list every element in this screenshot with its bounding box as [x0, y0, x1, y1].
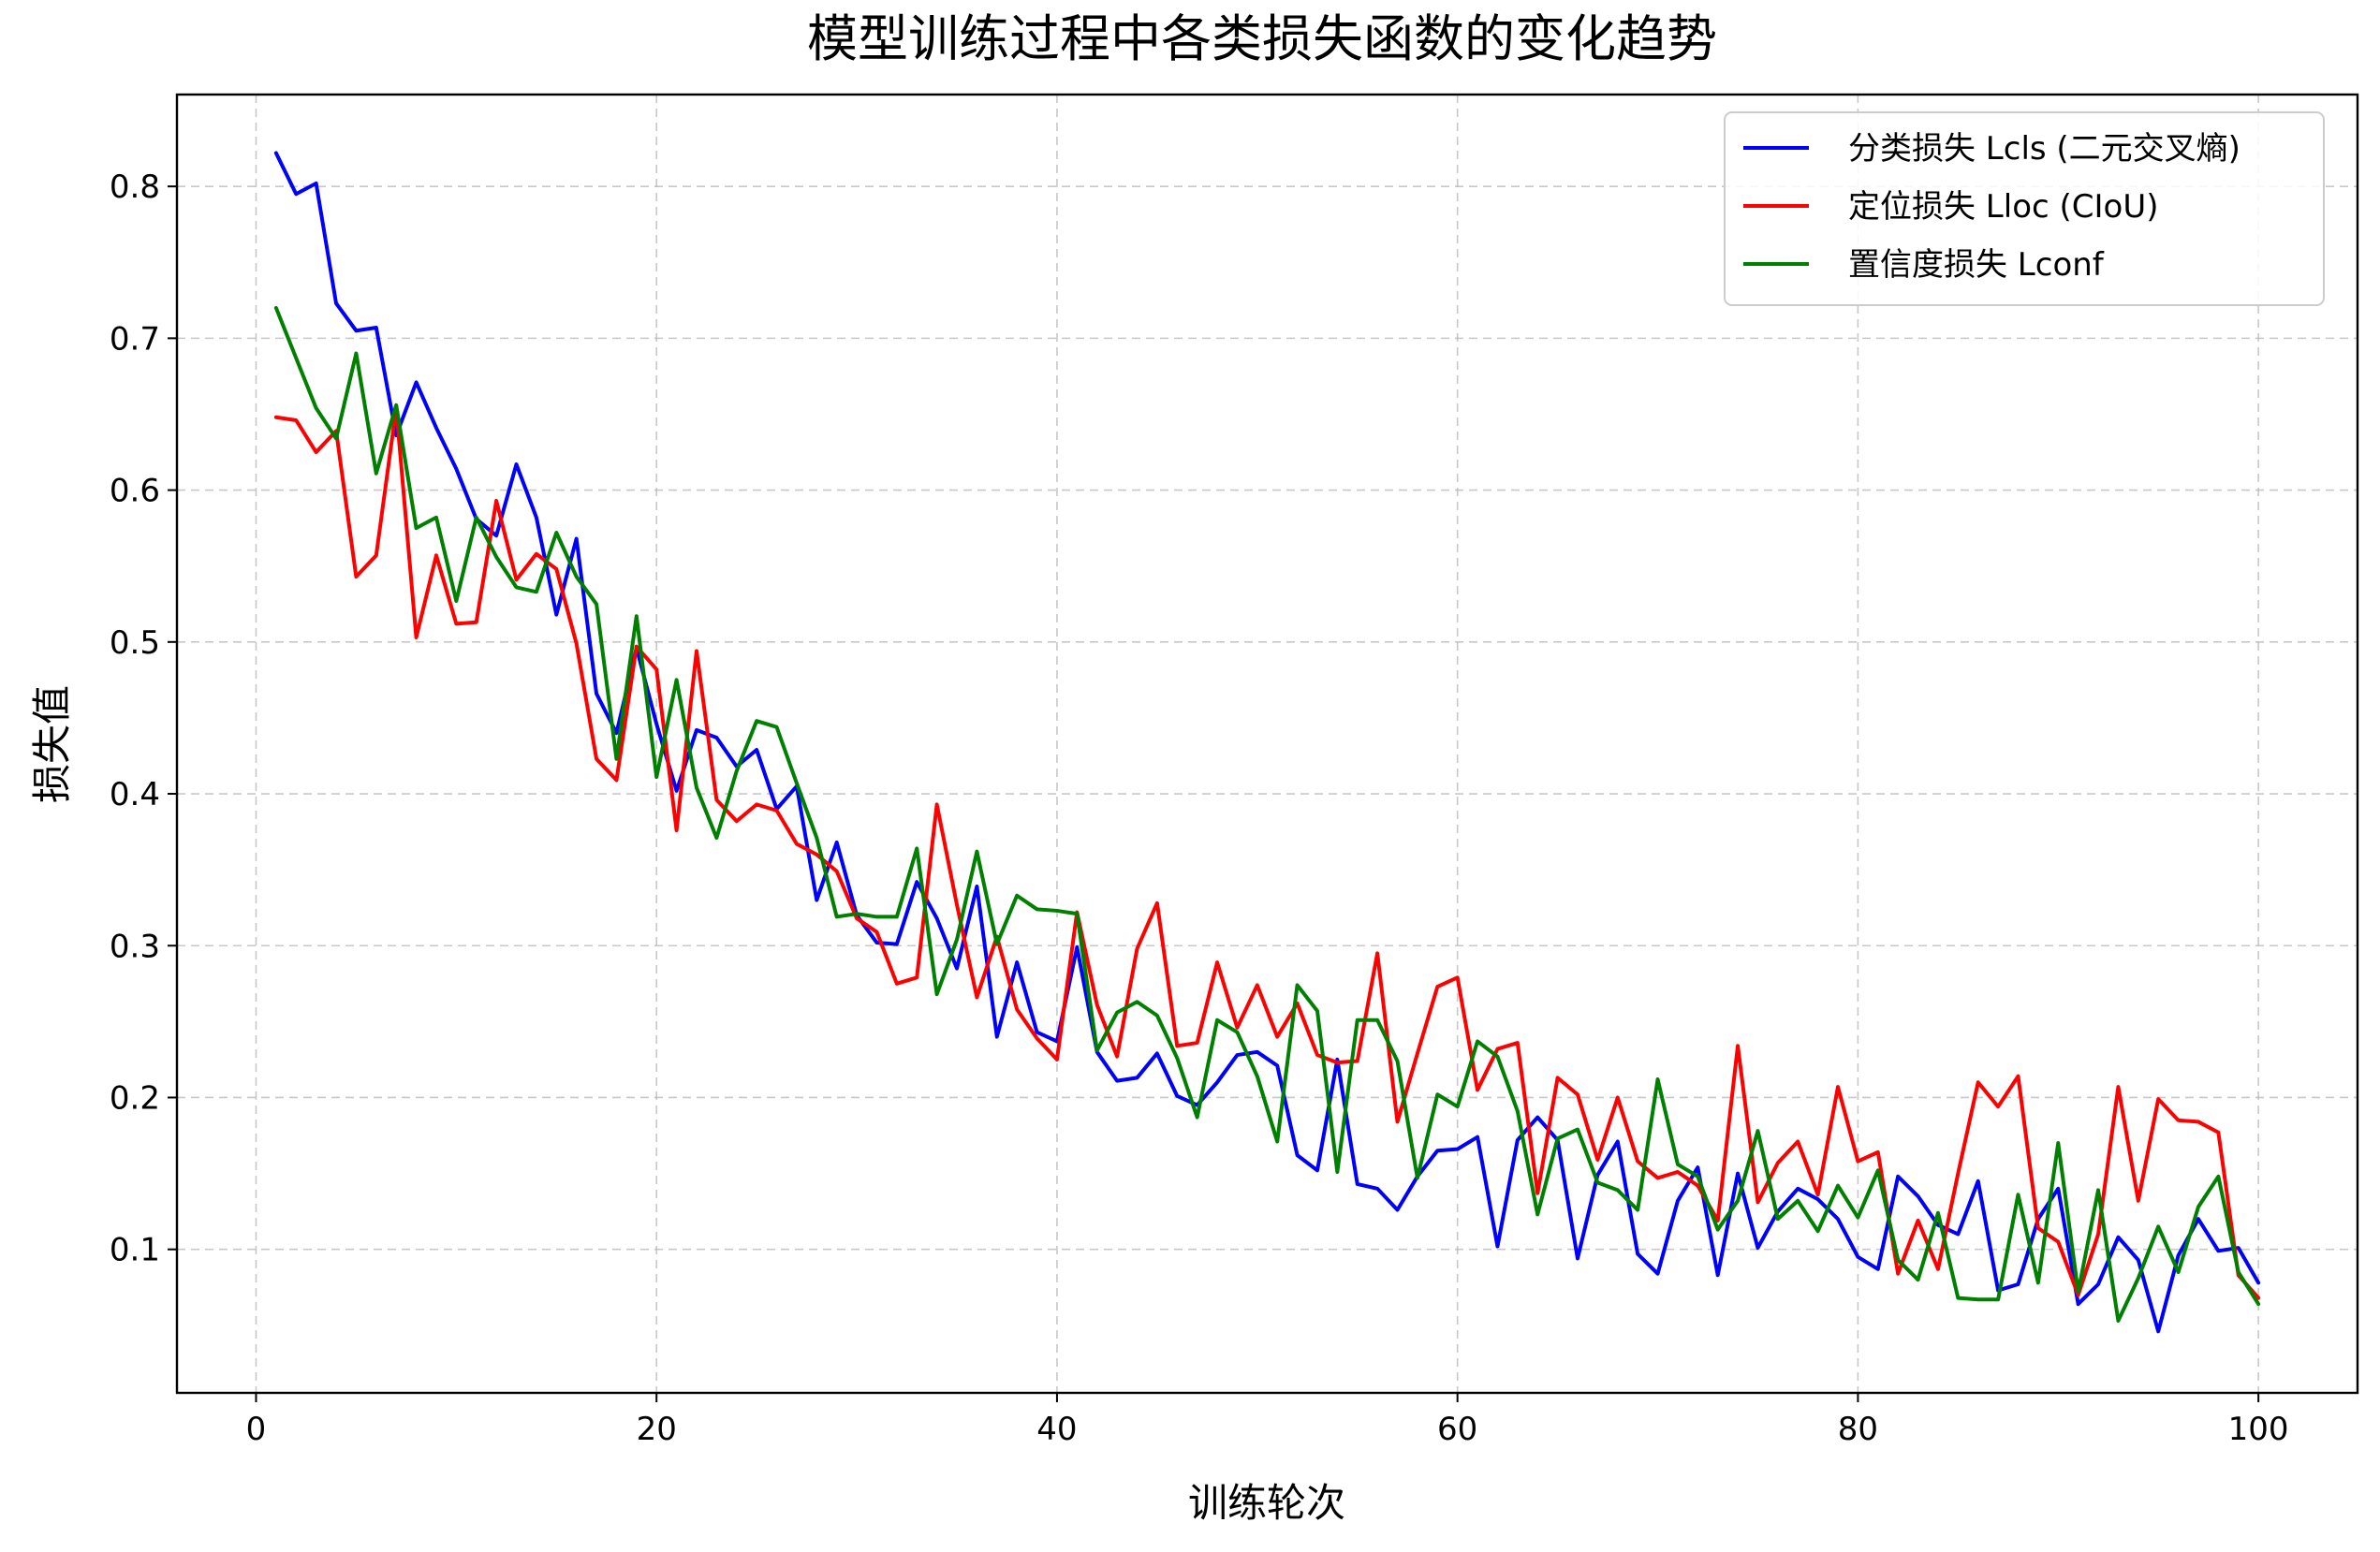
y-tick-label: 0.8 [110, 168, 160, 206]
y-tick-label: 0.4 [110, 776, 160, 813]
y-tick-label: 0.1 [110, 1232, 160, 1269]
y-tick-label: 0.7 [110, 320, 160, 358]
y-tick-label: 0.6 [110, 473, 160, 510]
legend-frame [1724, 111, 2325, 306]
legend-label-1: 分类损失 Lcls (二元交叉熵) [1848, 130, 2240, 168]
plot-area-frame [175, 93, 2359, 1395]
x-tick-label: 60 [1437, 1411, 1477, 1448]
y-tick-label: 0.5 [110, 624, 160, 662]
y-tick-label: 0.2 [110, 1079, 160, 1117]
y-axis-label: 损失值 [29, 685, 75, 803]
series-line-1 [273, 151, 2261, 1334]
x-tick-label: 20 [637, 1411, 677, 1448]
legend: 分类损失 Lcls (二元交叉熵) 定位损失 Lloc (CIoU) 置信度损失 L… [1724, 111, 2325, 306]
y-axis: 0.1 0.2 0.3 0.4 0.5 0.6 0.7 0.8 [110, 168, 177, 1269]
x-tick-label: 40 [1036, 1411, 1077, 1448]
series-line-3 [273, 305, 2261, 1323]
x-tick-label: 0 [246, 1411, 267, 1448]
x-tick-label: 100 [2228, 1411, 2289, 1448]
legend-label-2: 定位损失 Lloc (CIoU) [1848, 188, 2158, 226]
x-tick-label: 80 [1838, 1411, 1878, 1448]
x-axis-label: 训练轮次 [1188, 1480, 1345, 1526]
legend-label-3: 置信度损失 Lconf [1848, 246, 2105, 284]
x-axis: 0 20 40 60 80 100 [246, 1393, 2289, 1448]
y-tick-label: 0.3 [110, 928, 160, 965]
chart-title: 模型训练过程中各类损失函数的变化趋势 [807, 9, 1717, 68]
series-layer [273, 151, 2261, 1334]
